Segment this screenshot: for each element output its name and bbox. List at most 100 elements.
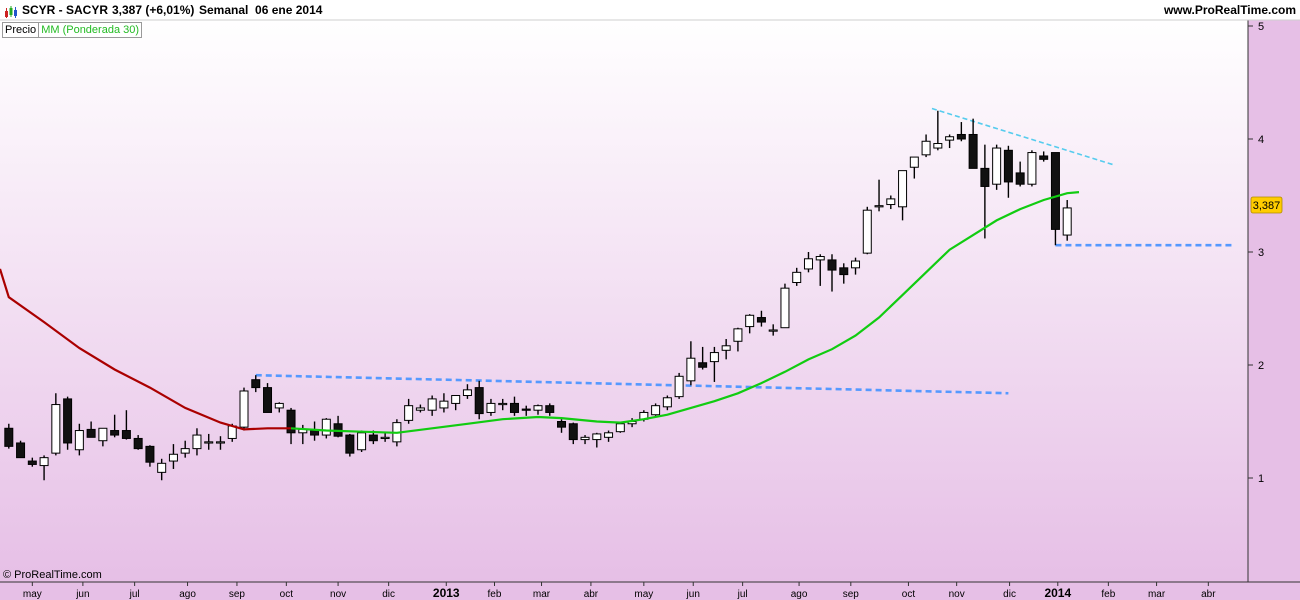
candle xyxy=(792,267,802,286)
candle-body xyxy=(251,379,261,389)
candle-body xyxy=(604,432,614,438)
candle xyxy=(909,156,919,179)
candle-body xyxy=(733,328,743,342)
candle-body xyxy=(404,405,414,421)
candle xyxy=(251,375,261,393)
candle xyxy=(815,254,825,286)
candle-body xyxy=(368,434,378,442)
candle-body xyxy=(474,387,484,415)
candle-body xyxy=(121,430,131,439)
candle-body xyxy=(933,143,943,149)
candle xyxy=(662,395,672,411)
candle-body xyxy=(674,375,684,398)
candle-body xyxy=(451,395,461,404)
candle-body xyxy=(39,457,49,467)
candle xyxy=(215,436,225,450)
candle xyxy=(16,440,26,459)
candle-body xyxy=(1062,207,1072,236)
candle xyxy=(357,430,367,453)
candle xyxy=(992,144,1002,190)
candle-body xyxy=(615,423,625,433)
candle xyxy=(86,421,96,438)
candle-body xyxy=(133,437,143,450)
candle-body xyxy=(980,167,990,187)
candle-body xyxy=(956,133,966,140)
candle-body xyxy=(886,198,896,206)
candle-body xyxy=(592,433,602,441)
x-tick-label: ago xyxy=(791,589,808,600)
candle xyxy=(204,433,214,450)
candle-body xyxy=(498,402,508,406)
candle xyxy=(133,435,143,450)
candle-body xyxy=(51,404,61,454)
candle xyxy=(51,393,61,456)
candle-body xyxy=(898,170,908,208)
site-link[interactable]: www.ProRealTime.com xyxy=(1163,3,1296,17)
candle-body xyxy=(462,389,472,397)
candle xyxy=(451,395,461,411)
candle xyxy=(263,383,273,413)
x-tick-label: dic xyxy=(382,589,395,600)
candle xyxy=(1003,145,1013,198)
candle xyxy=(274,402,284,413)
price-badge: 3,387 xyxy=(1250,196,1283,214)
candle-body xyxy=(286,409,296,434)
candle-body xyxy=(145,445,155,463)
candle-body xyxy=(110,430,120,436)
candle xyxy=(898,170,908,221)
y-tick-label: 1 xyxy=(1258,473,1264,485)
candle-body xyxy=(686,357,696,382)
candle-body xyxy=(756,317,766,323)
candle xyxy=(533,404,543,415)
candle xyxy=(721,339,731,360)
candle xyxy=(486,398,496,416)
candle xyxy=(709,346,719,382)
legend-price[interactable]: Precio xyxy=(5,24,37,36)
period-label: Semanal 06 ene 2014 xyxy=(199,3,323,17)
x-tick-label: sep xyxy=(843,589,860,600)
candle xyxy=(180,440,190,458)
candle xyxy=(592,432,602,448)
candle-body xyxy=(968,133,978,169)
candle xyxy=(827,254,837,292)
plot-background xyxy=(0,20,1248,582)
candle-body xyxy=(439,400,449,409)
candle-body xyxy=(909,156,919,168)
x-tick-label: 2014 xyxy=(1044,586,1071,600)
candle-body xyxy=(780,287,790,329)
candle xyxy=(545,403,555,416)
x-tick-label: abr xyxy=(1201,589,1216,600)
candle-body xyxy=(792,271,802,284)
candle xyxy=(345,433,355,457)
candle xyxy=(780,283,790,329)
x-tick-label: may xyxy=(23,589,42,600)
candle xyxy=(509,396,519,416)
candle xyxy=(651,403,661,416)
candle xyxy=(604,430,614,442)
candle-body xyxy=(357,432,367,451)
candle xyxy=(145,445,155,467)
moving-average-down xyxy=(0,268,291,431)
candle xyxy=(945,134,955,149)
x-tick-label: jul xyxy=(737,589,748,600)
candle xyxy=(192,428,202,456)
candle xyxy=(286,407,296,445)
candle xyxy=(27,457,37,467)
candle xyxy=(745,314,755,334)
candle-body xyxy=(768,329,778,332)
y-tick-label: 2 xyxy=(1258,360,1264,372)
candle-body xyxy=(1039,155,1049,160)
x-tick-label: 2013 xyxy=(433,586,460,600)
x-tick-label: sep xyxy=(229,589,246,600)
legend-moving-average[interactable]: MM (Ponderada 30) xyxy=(38,23,141,37)
candle-body xyxy=(16,442,26,459)
candle-body xyxy=(86,428,96,438)
candle xyxy=(404,398,414,424)
candle xyxy=(1039,151,1049,162)
candle-body xyxy=(803,258,813,270)
legend: Precio MM (Ponderada 30) xyxy=(2,22,143,38)
x-tick-label: feb xyxy=(1101,589,1115,600)
candle xyxy=(803,252,813,273)
candle xyxy=(580,435,590,445)
